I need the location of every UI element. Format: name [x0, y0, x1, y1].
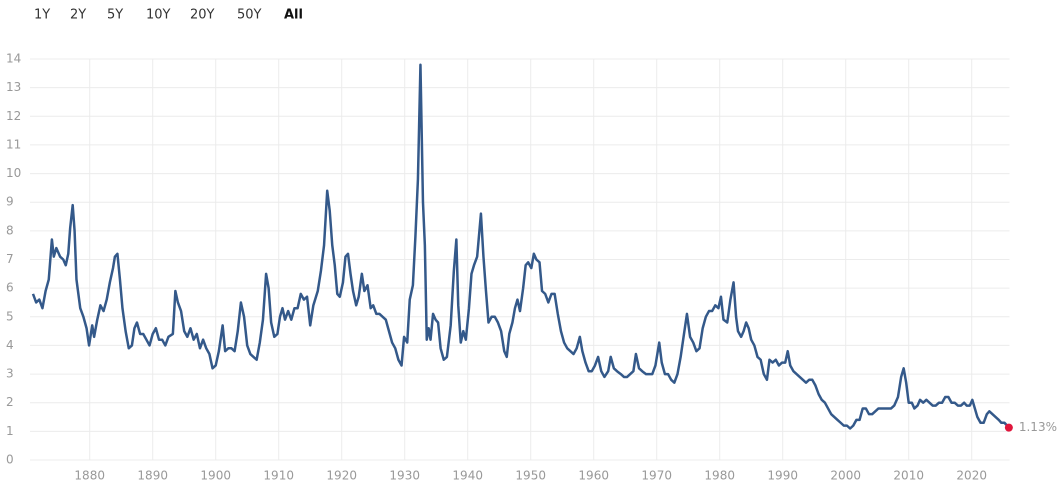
x-tick-label: 1930	[389, 469, 420, 483]
end-marker	[1004, 423, 1013, 432]
y-tick-label: 7	[6, 252, 14, 266]
y-tick-label: 5	[6, 309, 14, 323]
range-button[interactable]: 1Y	[34, 8, 50, 23]
x-tick-label: 1980	[704, 469, 735, 483]
y-tick-label: 9	[6, 195, 14, 209]
y-tick-label: 8	[6, 223, 14, 237]
y-tick-label: 12	[6, 109, 21, 123]
range-button[interactable]: 10Y	[146, 8, 171, 23]
x-tick-label: 1990	[767, 469, 798, 483]
x-tick-label: 2000	[830, 469, 861, 483]
range-button[interactable]: 50Y	[237, 8, 262, 23]
range-button[interactable]: 5Y	[107, 8, 123, 23]
y-tick-label: 11	[6, 137, 21, 151]
y-tick-label: 14	[6, 52, 21, 66]
x-tick-label: 1880	[74, 469, 105, 483]
x-tick-label: 2020	[956, 469, 987, 483]
end-label: 1.13%	[1019, 420, 1057, 434]
x-tick-label: 1910	[263, 469, 294, 483]
y-tick-label: 1	[6, 424, 14, 438]
range-button[interactable]: 20Y	[190, 8, 215, 23]
x-tick-label: 1890	[137, 469, 168, 483]
y-tick-label: 4	[6, 338, 14, 352]
y-tick-label: 10	[6, 166, 21, 180]
y-tick-label: 2	[6, 395, 14, 409]
series-line	[31, 63, 1010, 430]
y-tick-label: 0	[6, 453, 14, 467]
y-tick-label: 6	[6, 281, 14, 295]
range-button[interactable]: All	[284, 8, 303, 23]
y-tick-label: 13	[6, 80, 21, 94]
x-tick-label: 1940	[452, 469, 483, 483]
x-tick-label: 1970	[641, 469, 672, 483]
x-tick-label: 2010	[893, 469, 924, 483]
x-tick-label: 1900	[200, 469, 231, 483]
y-tick-label: 3	[6, 367, 14, 381]
x-tick-label: 1920	[326, 469, 357, 483]
x-tick-label: 1960	[578, 469, 609, 483]
x-tick-label: 1950	[515, 469, 546, 483]
range-button[interactable]: 2Y	[70, 8, 86, 23]
